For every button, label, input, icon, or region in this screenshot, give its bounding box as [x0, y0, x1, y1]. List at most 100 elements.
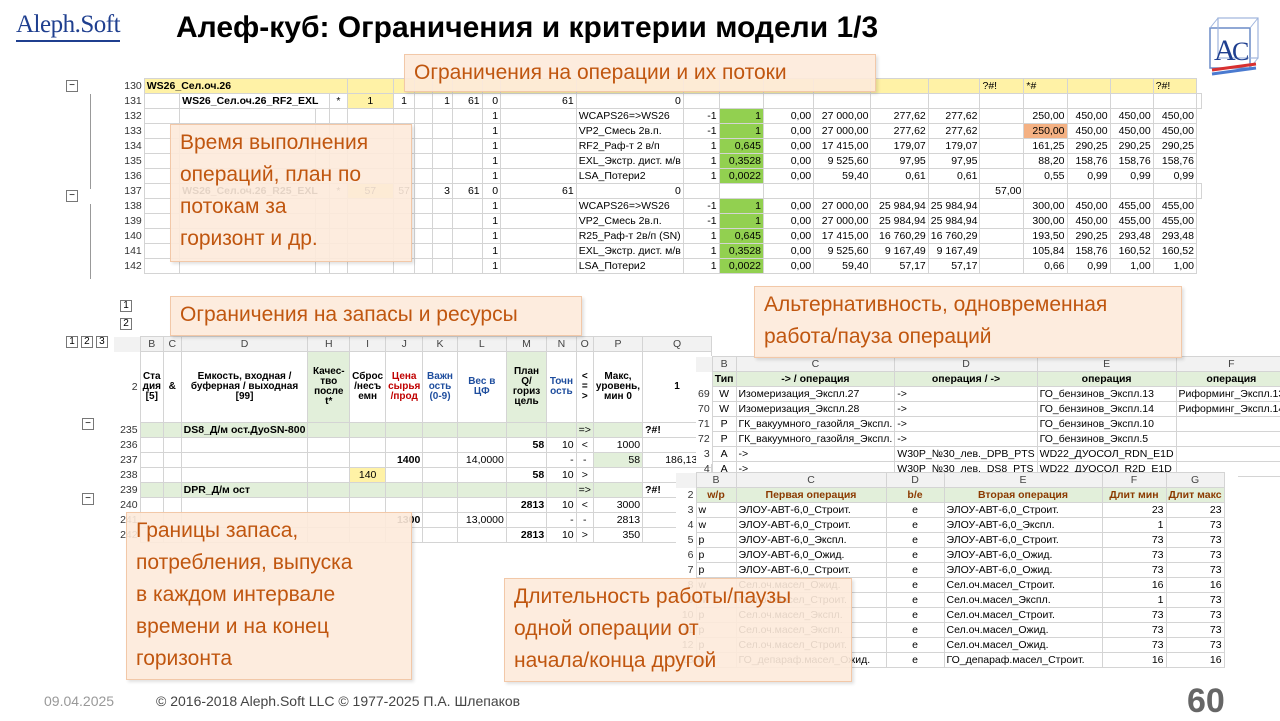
table-cell[interactable]: LSA_Потери2	[575, 168, 684, 184]
table-cell[interactable]	[1109, 93, 1154, 109]
table-cell[interactable]	[979, 153, 1025, 169]
table-cell[interactable]: 1,00	[1109, 258, 1154, 274]
table-cell[interactable]: 59,40	[813, 258, 872, 274]
table-cell[interactable]: K	[422, 336, 458, 352]
table-cell[interactable]: b/e	[885, 487, 945, 503]
table-cell[interactable]: w/p	[695, 487, 737, 503]
table-cell[interactable]: 70	[698, 402, 710, 415]
table-cell[interactable]	[346, 108, 394, 124]
table-cell[interactable]: -	[546, 512, 577, 528]
table-cell[interactable]: B	[695, 472, 737, 488]
table-cell[interactable]: -	[546, 452, 577, 468]
table-cell[interactable]: Риформинг_Экспл.14	[1175, 401, 1280, 417]
table-cell[interactable]	[143, 108, 181, 124]
table-cell[interactable]: 450,00	[1066, 108, 1111, 124]
table-cell[interactable]: 58	[505, 437, 548, 453]
table-cell[interactable]	[114, 336, 141, 352]
table-cell[interactable]	[307, 437, 351, 453]
table-cell[interactable]: ЭЛОУ-АВТ-6,0_Строит.	[943, 502, 1103, 518]
table-cell[interactable]	[1023, 93, 1068, 109]
table-cell[interactable]	[139, 452, 164, 468]
table-cell[interactable]: p	[695, 532, 737, 548]
table-cell[interactable]: N	[546, 336, 577, 352]
table-cell[interactable]: ЭЛОУ-АВТ-6,0_Строит.	[735, 502, 887, 518]
table-cell[interactable]	[718, 183, 765, 199]
table-cell[interactable]: 17 415,00	[813, 138, 872, 154]
table-cell[interactable]: E	[1036, 356, 1177, 372]
table-cell[interactable]: 1	[682, 168, 720, 184]
table-cell[interactable]: 240	[120, 498, 138, 511]
table-cell[interactable]	[307, 482, 351, 498]
table-cell[interactable]: 160,52	[1109, 243, 1154, 259]
table-cell[interactable]: 293,48	[1152, 228, 1198, 244]
table-cell[interactable]: 1,00	[1152, 258, 1198, 274]
table-cell[interactable]	[456, 527, 507, 543]
table-cell[interactable]: R25_Раф-т 2в/п (SN)	[575, 228, 684, 244]
table-cell[interactable]	[414, 168, 434, 184]
table-cell[interactable]: 134	[124, 139, 142, 152]
table-cell[interactable]: >	[575, 527, 594, 543]
table-cell[interactable]	[139, 422, 164, 438]
table-cell[interactable]	[500, 108, 577, 124]
table-cell[interactable]: J	[385, 336, 424, 352]
table-cell[interactable]: 10	[546, 467, 577, 483]
table-cell[interactable]: ГК_вакуумного_газойля_Экспл.	[735, 431, 896, 447]
table-cell[interactable]: 0	[575, 183, 684, 199]
table-cell[interactable]: -	[575, 512, 594, 528]
table-cell[interactable]	[456, 437, 507, 453]
table-cell[interactable]: 236	[120, 438, 138, 451]
table-cell[interactable]	[432, 138, 453, 154]
table-cell[interactable]: P	[592, 336, 644, 352]
table-cell[interactable]: B	[711, 356, 737, 372]
table-cell[interactable]: ЭЛОУ-АВТ-6,0_Ожид.	[943, 562, 1103, 578]
table-cell[interactable]: -1	[682, 198, 720, 214]
table-cell[interactable]: 16 760,29	[927, 228, 981, 244]
table-cell[interactable]	[1023, 183, 1068, 199]
table-cell[interactable]	[180, 452, 309, 468]
table-cell[interactable]: C	[162, 336, 182, 352]
table-cell[interactable]: e	[885, 592, 945, 608]
table-cell[interactable]: Цена сырья /прод	[385, 351, 424, 423]
table-cell[interactable]: 1	[392, 93, 416, 109]
table-cell[interactable]: WCAPS26=>WS26	[575, 108, 684, 124]
table-cell[interactable]	[414, 153, 434, 169]
table-cell[interactable]: ?#!	[979, 78, 1025, 94]
table-cell[interactable]: 27 000,00	[813, 123, 872, 139]
table-cell[interactable]: ГО_бензинов_Экспл.10	[1036, 416, 1177, 432]
table-cell[interactable]	[546, 422, 577, 438]
table-cell[interactable]	[385, 482, 424, 498]
table-cell[interactable]: 450,00	[1109, 123, 1154, 139]
table-cell[interactable]: DPR_Д/м ост	[180, 482, 309, 498]
table-cell[interactable]: Длит макс	[1165, 487, 1225, 503]
table-cell[interactable]	[422, 437, 458, 453]
table-cell[interactable]: 16	[1165, 577, 1225, 593]
table-cell[interactable]: 1	[682, 138, 720, 154]
table-cell[interactable]: 73	[1165, 517, 1225, 533]
table-cell[interactable]	[979, 228, 1025, 244]
table-cell[interactable]: 0,00	[763, 243, 815, 259]
table-cell[interactable]: P	[711, 431, 737, 447]
table-cell[interactable]: ЭЛОУ-АВТ-6,0_Строит.	[735, 517, 887, 533]
table-cell[interactable]: 57,17	[927, 258, 981, 274]
table-cell[interactable]: 25 984,94	[927, 198, 981, 214]
table-cell[interactable]	[592, 422, 644, 438]
table-cell[interactable]: 237	[120, 453, 138, 466]
table-cell[interactable]: 2813	[592, 512, 644, 528]
table-cell[interactable]: операция	[1036, 371, 1177, 387]
table-cell[interactable]: 161,25	[1023, 138, 1068, 154]
table-cell[interactable]	[162, 482, 182, 498]
table-cell[interactable]: 57,17	[870, 258, 929, 274]
table-cell[interactable]	[162, 422, 182, 438]
table-cell[interactable]	[505, 452, 548, 468]
table-cell[interactable]: 2813	[505, 497, 548, 513]
outline-level-3-button[interactable]: 3	[95, 336, 108, 348]
table-cell[interactable]: Сел.оч.масел_Строит.	[943, 577, 1103, 593]
table-cell[interactable]	[432, 213, 453, 229]
table-cell[interactable]	[979, 108, 1025, 124]
table-cell[interactable]	[1109, 78, 1154, 94]
table-cell[interactable]	[139, 482, 164, 498]
table-cell[interactable]: p	[695, 562, 737, 578]
table-cell[interactable]	[139, 437, 164, 453]
table-cell[interactable]	[414, 243, 434, 259]
table-cell[interactable]: 455,00	[1152, 198, 1198, 214]
